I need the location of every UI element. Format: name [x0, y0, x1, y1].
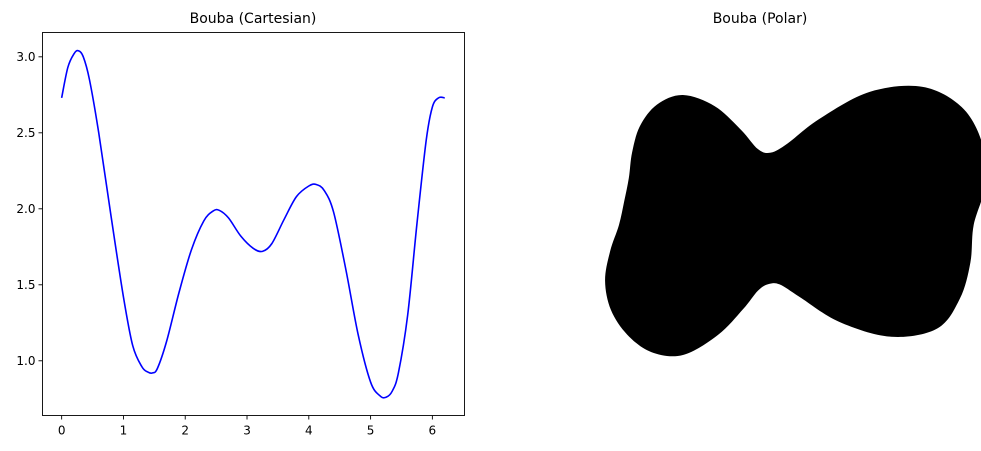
y-tick-label: 1.5	[16, 278, 35, 292]
cartesian-axes-frame	[42, 32, 465, 416]
x-tick-label: 3	[243, 424, 251, 438]
polar-title: Bouba (Polar)	[713, 11, 808, 27]
y-tick-label: 1.0	[16, 354, 35, 368]
y-tick-label: 2.5	[16, 126, 35, 140]
x-tick-label: 4	[305, 424, 313, 438]
x-tick-label: 1	[120, 424, 128, 438]
cartesian-chart: Bouba (Cartesian) 0 1 2 3 4 5 6 1.0 1.5 2.0 2.5 3.0	[16, 11, 465, 438]
cartesian-ticks: 0 1 2 3 4 5 6 1.0 1.5 2.0 2.5 3.0	[16, 50, 436, 438]
cartesian-series-line	[60, 49, 445, 399]
x-tick-label: 0	[58, 424, 66, 438]
cartesian-title: Bouba (Cartesian)	[190, 11, 317, 27]
x-tick-label: 6	[429, 424, 437, 438]
x-tick-label: 2	[181, 424, 189, 438]
x-tick-label: 5	[367, 424, 375, 438]
polar-filled-shape	[605, 85, 981, 357]
y-tick-label: 2.0	[16, 202, 35, 216]
polar-chart: Bouba (Polar)	[605, 11, 981, 357]
y-tick-label: 3.0	[16, 50, 35, 64]
